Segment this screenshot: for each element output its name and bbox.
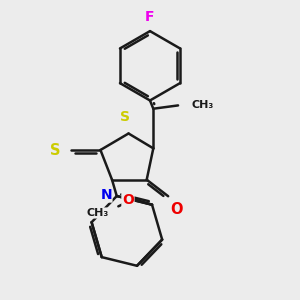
Text: S: S bbox=[120, 110, 130, 124]
Text: CH₃: CH₃ bbox=[192, 100, 214, 110]
Text: F: F bbox=[145, 10, 155, 24]
Text: S: S bbox=[50, 142, 60, 158]
Text: CH₃: CH₃ bbox=[86, 208, 108, 218]
Text: N: N bbox=[100, 188, 112, 202]
Text: O: O bbox=[170, 202, 182, 217]
Text: O: O bbox=[122, 193, 134, 207]
